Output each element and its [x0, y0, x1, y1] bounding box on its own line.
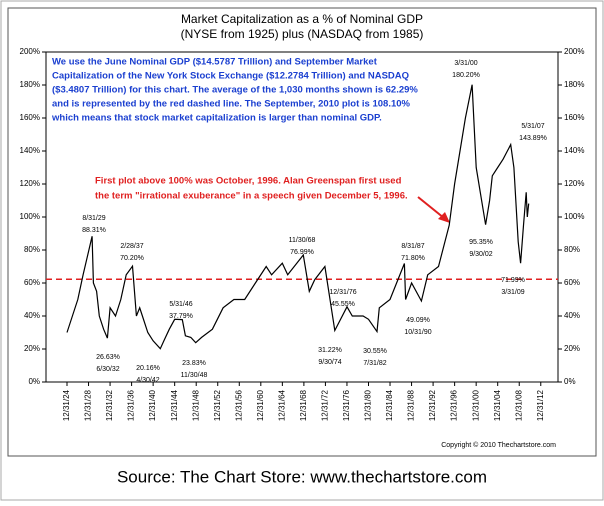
x-tick-label: 12/31/48: [191, 389, 200, 421]
y2-tick-label: 160%: [564, 113, 584, 122]
point-label: 11/30/68: [289, 237, 316, 244]
arrow: [417, 196, 445, 219]
y-tick-label: 100%: [20, 212, 40, 221]
y-tick-label: 80%: [24, 245, 40, 254]
point-label: 70.20%: [120, 255, 144, 262]
copyright: Copyright © 2010 Thechartstore.com: [441, 441, 556, 449]
y2-tick-label: 40%: [564, 311, 580, 320]
y-tick-label: 140%: [20, 146, 40, 155]
x-tick-label: 12/31/08: [514, 389, 523, 421]
point-label: 5/31/46: [169, 301, 192, 308]
point-label: 45.55%: [331, 301, 355, 308]
y-tick-label: 20%: [24, 344, 40, 353]
y2-tick-label: 80%: [564, 245, 580, 254]
point-label: 26.63%: [96, 354, 120, 361]
point-label: 8/31/29: [82, 215, 105, 222]
line-series: [66, 84, 530, 350]
x-tick-label: 12/31/72: [321, 389, 330, 421]
y-tick-label: 120%: [20, 179, 40, 188]
x-tick-label: 12/31/80: [364, 389, 373, 421]
y2-tick-label: 180%: [564, 80, 584, 89]
point-label: 76.99%: [290, 249, 314, 256]
note-text: and is represented by the red dashed lin…: [52, 99, 411, 110]
x-tick-label: 12/31/40: [148, 389, 157, 421]
y-tick-label: 0%: [28, 377, 40, 386]
point-label: 49.09%: [406, 317, 430, 324]
x-tick-label: 12/31/68: [299, 389, 308, 421]
point-label: 31.22%: [318, 347, 342, 354]
point-label: 3/31/00: [454, 60, 477, 67]
point-label: 95.35%: [469, 239, 493, 246]
y-tick-label: 40%: [24, 311, 40, 320]
y2-tick-label: 100%: [564, 212, 584, 221]
y2-tick-label: 20%: [564, 344, 580, 353]
x-tick-label: 12/31/36: [127, 389, 136, 421]
red-note-text: the term "irrational exuberance" in a sp…: [95, 191, 408, 202]
x-tick-label: 12/31/32: [105, 389, 114, 421]
y-tick-label: 200%: [20, 47, 40, 56]
point-label: 30.55%: [363, 348, 387, 355]
point-label: 7/31/82: [363, 360, 386, 367]
point-label: 12/31/76: [329, 289, 356, 296]
x-tick-label: 12/31/84: [385, 389, 394, 421]
point-label: 6/30/32: [96, 366, 119, 373]
y2-tick-label: 60%: [564, 278, 580, 287]
point-label: 9/30/02: [469, 251, 492, 258]
x-tick-label: 12/31/88: [407, 389, 416, 421]
y-tick-label: 180%: [20, 80, 40, 89]
y2-tick-label: 140%: [564, 146, 584, 155]
x-tick-label: 12/31/76: [342, 389, 351, 421]
x-tick-label: 12/31/24: [62, 389, 71, 421]
x-tick-label: 12/31/00: [471, 389, 480, 421]
red-note-text: First plot above 100% was October, 1996.…: [95, 176, 402, 187]
point-label: 4/30/42: [136, 377, 159, 384]
x-tick-label: 12/31/64: [277, 389, 286, 421]
point-label: 8/31/87: [401, 243, 424, 250]
chart-title: Market Capitalization as a % of Nominal …: [181, 12, 423, 26]
chart-frame: [7, 7, 597, 457]
y2-tick-label: 120%: [564, 179, 584, 188]
point-label: 88.31%: [82, 227, 106, 234]
point-label: 2/28/37: [120, 243, 143, 250]
note-text: which means that stock market capitaliza…: [51, 113, 382, 124]
point-label: 37.79%: [169, 313, 193, 320]
point-label: 10/31/90: [404, 329, 431, 336]
point-label: 11/30/48: [181, 372, 208, 379]
point-label: 3/31/09: [501, 289, 524, 296]
y2-tick-label: 200%: [564, 47, 584, 56]
y-tick-label: 160%: [20, 113, 40, 122]
y2-tick-label: 0%: [564, 377, 576, 386]
point-label: 5/31/07: [521, 123, 544, 130]
point-label: 71.80%: [401, 255, 425, 262]
note-text: Capitalization of the New York Stock Exc…: [52, 71, 409, 82]
point-label: 71.99%: [501, 277, 525, 284]
x-tick-label: 12/31/56: [234, 389, 243, 421]
x-tick-label: 12/31/96: [450, 389, 459, 421]
point-label: 9/30/74: [318, 359, 341, 366]
arrow-head: [438, 212, 450, 223]
x-tick-label: 12/31/44: [170, 389, 179, 421]
note-text: We use the June Nominal GDP ($14.5787 Tr…: [52, 57, 378, 68]
point-label: 23.83%: [182, 360, 206, 367]
point-label: 143.89%: [519, 135, 547, 142]
x-tick-label: 12/31/04: [493, 389, 502, 421]
x-tick-label: 12/31/12: [536, 389, 545, 421]
source: Source: The Chart Store: www.thechartsto…: [117, 467, 487, 486]
x-tick-label: 12/31/92: [428, 389, 437, 421]
x-tick-label: 12/31/60: [256, 389, 265, 421]
x-tick-label: 12/31/28: [84, 389, 93, 421]
point-label: 180.20%: [452, 72, 480, 79]
point-label: 20.16%: [136, 365, 160, 372]
y-tick-label: 60%: [24, 278, 40, 287]
x-tick-label: 12/31/52: [213, 389, 222, 421]
note-text: ($3.4807 Trillion) for this chart. The a…: [52, 85, 418, 96]
chart-subtitle: (NYSE from 1925) plus (NASDAQ from 1985): [181, 27, 424, 41]
